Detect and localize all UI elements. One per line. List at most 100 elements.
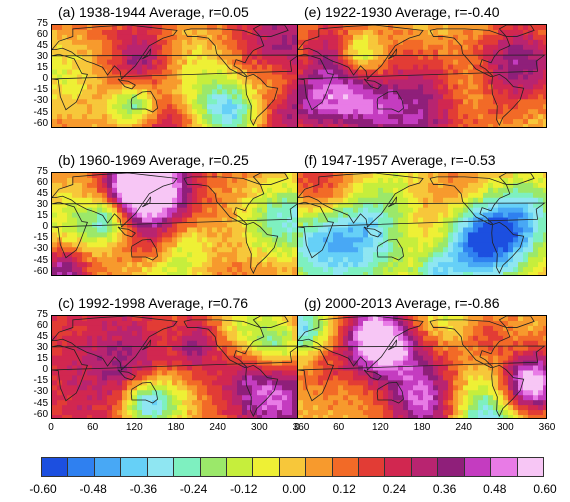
lon-tick-label: 300 bbox=[496, 422, 514, 433]
map-field-f bbox=[298, 173, 546, 275]
coastline bbox=[142, 48, 152, 60]
coastline bbox=[142, 339, 152, 351]
lat-tick-label: -15 bbox=[33, 375, 48, 387]
lat-tick-label: -45 bbox=[33, 254, 48, 266]
coastline bbox=[117, 226, 136, 238]
lat-tick-label: 0 bbox=[42, 221, 48, 233]
lat-tick-label: -45 bbox=[33, 106, 48, 118]
map-field-e bbox=[298, 25, 546, 127]
coastline bbox=[388, 48, 398, 60]
coastline bbox=[429, 319, 511, 369]
coastline bbox=[429, 28, 511, 78]
colorbar-label: -0.36 bbox=[129, 482, 158, 496]
colorbar-label: 0.00 bbox=[282, 482, 306, 496]
lat-tick-label: 0 bbox=[42, 73, 48, 85]
lon-tick-label: 180 bbox=[413, 422, 431, 433]
colorbar-label: 0.48 bbox=[483, 482, 507, 496]
coastline bbox=[52, 25, 178, 80]
lon-tick-label: 300 bbox=[250, 422, 268, 433]
colorbar-swatch bbox=[463, 457, 492, 477]
colorbar-swatch bbox=[305, 457, 333, 477]
lat-tick-label: 15 bbox=[36, 353, 48, 365]
map-panel-f bbox=[297, 172, 547, 276]
coastline bbox=[363, 226, 382, 238]
lon-tick-label: 0 bbox=[48, 422, 54, 433]
lat-tick-label: 60 bbox=[36, 177, 48, 189]
colorbar-swatch bbox=[225, 457, 254, 477]
colorbar-swatch bbox=[173, 457, 201, 477]
panel-title-f: (f) 1947-1957 Average, r=-0.53 bbox=[304, 152, 496, 168]
colorbar-label: 0.60 bbox=[533, 482, 557, 496]
coastline bbox=[252, 316, 289, 328]
map-field-b bbox=[52, 173, 300, 275]
coastline bbox=[52, 316, 178, 371]
lon-tick-label: 120 bbox=[125, 422, 143, 433]
colorbar-swatch bbox=[199, 457, 227, 477]
map-field-g bbox=[298, 316, 546, 418]
colorbar-swatch bbox=[331, 457, 360, 477]
coastline bbox=[376, 238, 404, 261]
panel-title-g: (g) 2000-2013 Average, r=-0.86 bbox=[304, 295, 500, 311]
lon-tick-label: 60 bbox=[87, 422, 99, 433]
panel-title-b: (b) 1960-1969 Average, r=0.25 bbox=[58, 152, 249, 168]
lat-tick-label: 30 bbox=[36, 199, 48, 211]
colorbar-swatch bbox=[252, 457, 280, 477]
lat-tick-label: -30 bbox=[33, 243, 48, 255]
lon-tick-label: 120 bbox=[371, 422, 389, 433]
coastline bbox=[245, 221, 279, 275]
lat-tick-label: 60 bbox=[36, 29, 48, 41]
lat-tick-label: 45 bbox=[36, 188, 48, 200]
lat-tick-label: 75 bbox=[36, 18, 48, 29]
coastline bbox=[498, 173, 535, 185]
lon-tick-label: 60 bbox=[333, 422, 345, 433]
colorbar-swatch bbox=[278, 457, 307, 477]
map-panel-c bbox=[51, 315, 301, 419]
coastline bbox=[491, 221, 525, 275]
coastline bbox=[498, 316, 535, 328]
coastline bbox=[52, 344, 300, 402]
colorbar-swatch bbox=[358, 457, 386, 477]
coastline bbox=[117, 369, 136, 381]
coastline bbox=[376, 90, 404, 113]
map-panel-a bbox=[51, 24, 301, 128]
map-panel-g bbox=[297, 315, 547, 419]
coastline bbox=[52, 173, 178, 228]
coastline bbox=[130, 238, 158, 261]
coastline bbox=[429, 176, 511, 226]
lat-tick-label: 30 bbox=[36, 342, 48, 354]
colorbar-label: -0.60 bbox=[29, 482, 57, 496]
coastline bbox=[491, 73, 525, 127]
colorbar-swatch bbox=[146, 457, 175, 477]
colorbar-swatch bbox=[516, 457, 544, 477]
coastline bbox=[498, 25, 535, 37]
colorbar-swatch bbox=[384, 457, 412, 477]
coastline bbox=[183, 176, 265, 226]
coastline bbox=[52, 201, 300, 259]
coastline bbox=[298, 173, 424, 228]
coastline bbox=[130, 90, 158, 113]
coastline bbox=[363, 369, 382, 381]
map-panel-e bbox=[297, 24, 547, 128]
lat-tick-label: 15 bbox=[36, 210, 48, 222]
coastline bbox=[252, 25, 289, 37]
coastline bbox=[117, 78, 136, 90]
lat-tick-label: -30 bbox=[33, 386, 48, 398]
lon-tick-label: 180 bbox=[167, 422, 185, 433]
lat-tick-label: -60 bbox=[33, 265, 48, 277]
lat-tick-label: 45 bbox=[36, 40, 48, 52]
coastline bbox=[376, 381, 404, 404]
lon-tick-label: 360 bbox=[538, 422, 556, 433]
coastline bbox=[298, 201, 546, 259]
map-field-c bbox=[52, 316, 300, 418]
coastline bbox=[363, 78, 382, 90]
lat-tick-label: -60 bbox=[33, 117, 48, 129]
lat-tick-label: 75 bbox=[36, 309, 48, 320]
coastline bbox=[245, 73, 279, 127]
map-panel-b bbox=[51, 172, 301, 276]
lat-tick-label: 75 bbox=[36, 166, 48, 177]
coastline bbox=[298, 53, 546, 111]
panel-title-e: (e) 1922-1930 Average, r=-0.40 bbox=[304, 4, 500, 20]
lat-tick-label: -45 bbox=[33, 397, 48, 409]
coastline bbox=[298, 25, 424, 80]
colorbar-label: 0.12 bbox=[332, 482, 356, 496]
